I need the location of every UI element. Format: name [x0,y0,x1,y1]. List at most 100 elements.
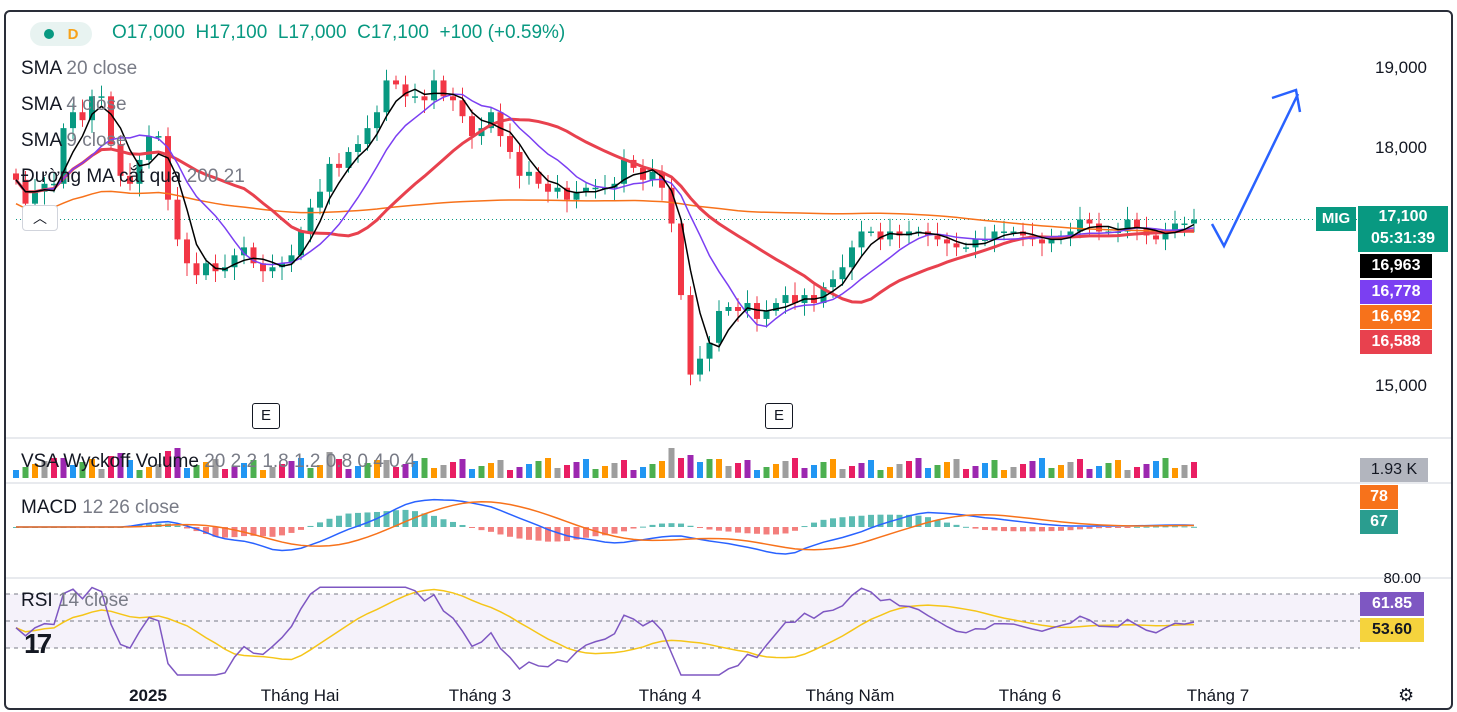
candle-body [345,151,352,168]
last-price-value: 17,100 [1378,208,1428,225]
macd-histogram-bar [678,523,684,527]
volume-bar [459,459,466,478]
interval-pill[interactable]: D [30,22,92,46]
candle-body [193,263,200,276]
legend-sma20[interactable]: SMA 20 close [21,58,137,80]
macd-histogram-bar [469,527,475,528]
earnings-event-badge[interactable]: E [252,403,280,429]
candle-body [792,295,798,304]
macd-histogram-bar [801,526,808,528]
volume-bar [896,464,903,478]
volume-bar [41,461,48,478]
volume-bar [744,460,751,478]
macd-histogram-bar [497,527,504,535]
macd-histogram-bar [896,514,903,527]
candle-body [98,96,105,98]
candle-body [725,307,732,311]
volume-bar [849,466,855,478]
candle-body [317,191,323,208]
macd-histogram-bar [725,527,732,532]
rsi-line [15,586,1195,676]
macd-histogram-bar [659,523,665,527]
macd-histogram-bar [250,527,257,536]
legend-sma4[interactable]: SMA 4 close [21,94,127,116]
volume-bar [13,470,19,478]
sma20-line [14,117,1195,304]
candle-body [1010,231,1017,233]
candle-body [963,247,969,249]
ohlc-readout: O17,000 H17,100 L17,000 C17,100 +100 (+0… [112,22,565,44]
macd-histogram-bar [830,518,836,527]
macd-histogram-bar [839,517,846,527]
candle-body [212,263,219,272]
legend-macd[interactable]: MACD 12 26 close [21,497,179,519]
macd-histogram-bar [583,527,589,538]
legend-sma9[interactable]: SMA 9 close [21,130,127,152]
macd-histogram-bar [1048,527,1055,532]
volume-bar [1191,462,1197,478]
volume-bar [678,458,684,478]
volume-bar [279,464,285,478]
time-label: 2025 [129,686,167,705]
volume-bar [782,461,789,478]
volume-bar [1048,468,1055,478]
macd-histogram-bar [1039,527,1045,532]
earnings-event-badge[interactable]: E [765,403,793,429]
volume-bar [165,451,171,478]
volume-bar [773,464,779,478]
macd-histogram-bar [516,527,523,539]
volume-bar [811,465,817,478]
candle-body [269,267,276,272]
volume-bar [222,469,228,478]
candle-body [507,136,513,152]
candle-body [697,358,703,375]
volume-bar [231,466,238,478]
price-chart[interactable] [6,12,1453,710]
volume-bar [1039,458,1045,478]
legend-rsi[interactable]: RSI 14 close [21,590,129,612]
legend-ma-cross-params: 200 21 [186,166,245,187]
candle-body [155,136,162,138]
volume-bar [516,467,523,478]
volume-bar [944,462,950,478]
macd-histogram-bar [222,527,228,538]
volume-bar [1181,465,1188,478]
legend-vsa-name: VSA Wyckoff Volume [21,451,199,472]
open-value: O17,000 [112,22,185,43]
time-label: Tháng 3 [448,686,512,705]
macd-histogram-bar [288,527,295,533]
candle-body [849,247,855,268]
settings-gear-icon[interactable]: ⚙ [1398,685,1415,705]
volume-bar [963,469,969,478]
volume-bar [336,459,342,478]
collapse-legend-button[interactable]: ︿ [22,205,58,231]
macd-histogram-bar [1105,527,1112,528]
volume-bar [982,463,988,478]
tradingview-logo[interactable]: 17 [24,628,52,659]
macd-histogram-bar [915,515,922,527]
macd-histogram-bar [383,511,390,527]
volume-bar [203,462,209,478]
volume-bar [117,453,124,478]
last-price-tag: 17,100 05:31:39 [1358,206,1448,252]
volume-bar [953,459,960,478]
candle-body [896,231,903,236]
legend-sma4-params: 4 close [66,94,127,115]
legend-vsa-params: 20 2.2 1.8 1.2 0.8 0.4 0.4 [204,451,416,472]
price-tick: 18,000 [1375,138,1427,157]
volume-bar [716,459,722,478]
macd-histogram-bar [1067,527,1074,531]
macd-histogram-bar [1115,527,1121,528]
candle-body [174,199,181,240]
legend-ma-cross[interactable]: Đường MA cắt qua 200 21 [21,166,245,188]
candle-body [545,183,551,192]
volume-bar [89,459,95,478]
candle-body [1172,223,1178,232]
candle-body [877,231,884,240]
legend-vsa[interactable]: VSA Wyckoff Volume 20 2.2 1.8 1.2 0.8 0.… [21,451,416,473]
volume-bar [393,467,399,478]
macd-histogram-bar [345,513,352,527]
volume-bar [70,465,76,478]
macd-histogram-bar [1001,527,1007,532]
candle-body [621,159,627,184]
